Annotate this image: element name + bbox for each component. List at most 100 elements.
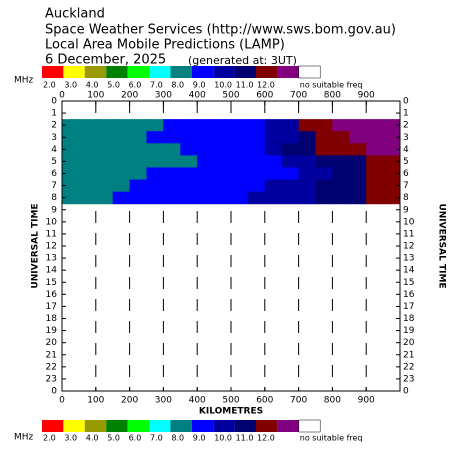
cell: [264, 131, 283, 144]
y-tick-label: 7: [51, 181, 57, 191]
cell: [146, 131, 164, 144]
cell: [281, 143, 300, 156]
cell: [332, 155, 350, 168]
cell: [366, 179, 384, 193]
cell: [264, 143, 283, 156]
legend-label: 8.0: [171, 81, 184, 90]
legend-label: 7.0: [150, 81, 163, 90]
title: Space Weather Services (http://www.sws.b…: [45, 23, 396, 38]
cell: [366, 167, 384, 181]
y-tick-label: 11: [46, 229, 57, 239]
cell: [197, 155, 215, 168]
legend-swatch: [63, 66, 85, 78]
cell: [281, 167, 300, 181]
cell: [95, 191, 114, 205]
cell: [231, 119, 249, 132]
cell: [214, 191, 232, 205]
cell: [231, 155, 249, 168]
cell: [383, 143, 401, 156]
cell: [180, 131, 198, 144]
cell: [146, 191, 164, 205]
y-tick-label: 15: [403, 278, 414, 288]
cell: [298, 131, 316, 144]
cell: [231, 131, 249, 144]
legend-label: 11.0: [236, 434, 254, 443]
cell: [214, 179, 232, 193]
y-tick-label: 20: [403, 338, 415, 348]
cell: [366, 155, 384, 168]
cell: [95, 167, 114, 181]
cell: [366, 119, 384, 132]
cell: [146, 119, 164, 132]
cell: [298, 191, 316, 205]
x-axis-label: KILOMETRES: [199, 407, 263, 417]
cell: [146, 143, 164, 156]
cell: [332, 179, 350, 193]
legend-swatch: [256, 420, 278, 432]
cell: [78, 143, 97, 156]
cell: [180, 167, 198, 181]
legend-swatch: [234, 66, 256, 78]
cell: [163, 143, 181, 156]
cell: [332, 119, 350, 132]
y-tick-label: 0: [403, 97, 409, 107]
legend-swatch: [127, 66, 149, 78]
title: Auckland: [45, 7, 105, 22]
y-tick-label: 12: [46, 242, 57, 252]
cell: [349, 179, 367, 193]
y-tick-label: 18: [403, 314, 415, 324]
legend-swatch: [213, 420, 235, 432]
legend-label: no suitable freq: [300, 434, 363, 443]
cell: [247, 155, 266, 168]
y-tick-label: 12: [403, 242, 414, 252]
y-tick-label: 0: [51, 97, 57, 107]
cell: [383, 191, 401, 205]
cell: [112, 119, 131, 132]
cell: [264, 119, 283, 132]
y-tick-label: 22: [46, 362, 57, 372]
x-tick-label: 0: [59, 396, 65, 406]
y-tick-label: 5: [403, 157, 409, 167]
cell: [112, 191, 131, 205]
y-tick-label: 8: [51, 193, 57, 203]
y-tick-label: 18: [46, 314, 58, 324]
cell: [129, 131, 147, 144]
x-tick-label: 700: [290, 91, 307, 101]
cell: [129, 167, 147, 181]
legend-label: 4.0: [86, 434, 99, 443]
legend-label: 10.0: [214, 81, 232, 90]
legend-swatch: [149, 66, 171, 78]
legend-label: 5.0: [107, 81, 120, 90]
legend-label: 3.0: [64, 81, 77, 90]
cell: [78, 119, 97, 132]
cell: [247, 143, 266, 156]
cell: [349, 155, 367, 168]
cell: [281, 131, 300, 144]
legend-swatch: [170, 420, 192, 432]
legend-label: 6.0: [129, 434, 142, 443]
y-tick-label: 0: [51, 387, 57, 397]
cell: [163, 131, 181, 144]
legend-label: 9.0: [193, 434, 206, 443]
y-tick-label: 19: [403, 326, 415, 336]
cell: [62, 119, 80, 132]
cell: [129, 143, 147, 156]
cell: [78, 131, 97, 144]
x-tick-label: 100: [87, 91, 104, 101]
legend-swatch: [234, 420, 256, 432]
y-tick-label: 9: [51, 205, 57, 215]
cell: [62, 155, 80, 168]
cell: [95, 119, 114, 132]
cell: [62, 167, 80, 181]
cell: [95, 179, 114, 193]
cell: [281, 191, 300, 205]
y-tick-label: 21: [403, 350, 414, 360]
cell: [112, 179, 131, 193]
y-tick-label: 3: [51, 133, 57, 143]
y-tick-label: 1: [51, 109, 57, 119]
legend-swatch: [42, 66, 64, 78]
cell: [112, 131, 131, 144]
y-tick-label: 1: [403, 109, 409, 119]
legend-unit: MHz: [14, 76, 34, 86]
cell: [112, 155, 131, 168]
